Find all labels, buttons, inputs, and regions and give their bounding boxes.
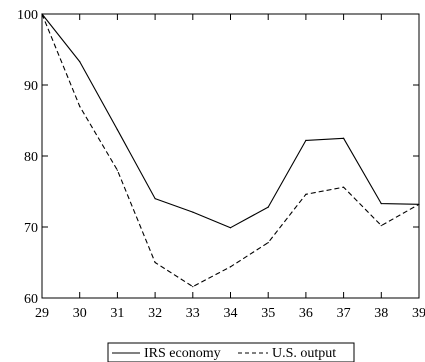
x-tick-label-2: 31 [110,306,124,321]
data-point-s1-7 [305,193,307,195]
data-point-s1-5 [229,266,232,268]
x-tick-label-7: 36 [299,306,313,321]
data-point-s0-5 [229,227,232,229]
data-point-s0-8 [343,137,345,139]
y-tick-label-0: 60 [24,292,38,307]
y-tick-label-1: 70 [24,221,38,236]
legend-label-us-output: U.S. output [272,346,336,361]
data-point-s0-1 [79,60,81,63]
data-point-s1-9 [380,224,382,227]
data-point-s1-6 [267,242,269,244]
data-point-s0-3 [154,198,156,200]
data-point-s1-8 [343,186,345,188]
x-axis: 29 30 31 32 33 34 35 36 37 38 39 [35,14,425,321]
data-point-s1-2 [116,169,118,171]
legend-label-irs-economy: IRS economy [144,346,221,361]
series-layer [41,13,420,288]
plot-frame [41,13,420,299]
series-line-irs-economy [41,13,420,229]
data-point-s0-6 [267,206,269,208]
x-tick-label-4: 33 [186,306,200,321]
x-tick-label-9: 38 [374,306,388,321]
x-tick-label-8: 37 [337,306,351,321]
y-tick-label-3: 90 [24,79,38,94]
x-tick-label-3: 32 [148,306,162,321]
data-point-s1-4 [192,286,194,288]
legend-box [107,342,355,362]
x-tick-label-5: 34 [224,306,238,321]
x-tick-label-10: 39 [412,306,425,321]
data-point-s0-7 [305,139,307,141]
y-axis: 60 70 80 90 100 [17,8,419,307]
data-point-s1-1 [79,105,81,107]
data-point-s0-9 [380,202,382,205]
data-point-s1-0 [41,13,43,15]
legend: IRS economy U.S. output [107,342,355,362]
x-tick-label-6: 35 [261,306,275,321]
y-tick-label-2: 80 [24,150,38,165]
y-tick-label-4: 100 [17,8,38,23]
x-tick-label-1: 30 [73,306,87,321]
series-line-u-s-output [41,13,420,288]
data-point-s0-4 [192,211,194,213]
data-point-s0-2 [116,129,118,131]
data-point-s1-3 [154,261,156,264]
x-tick-label-0: 29 [35,306,49,321]
data-point-s1-10 [418,203,420,205]
